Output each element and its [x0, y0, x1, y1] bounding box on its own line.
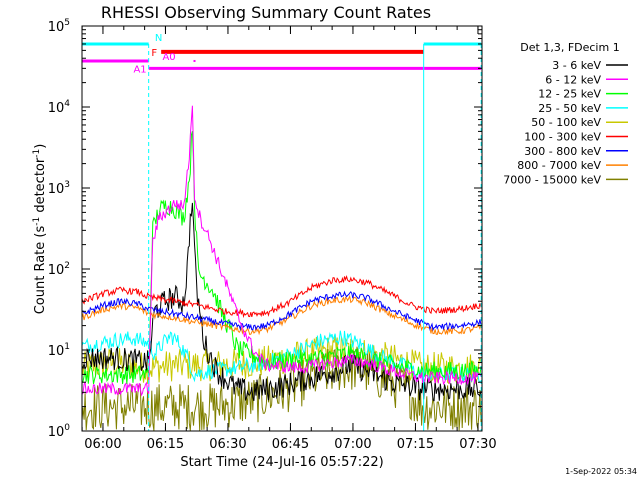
- chart-title: RHESSI Observing Summary Count Rates: [101, 3, 431, 22]
- flags-layer: NF A0 A1: [82, 33, 482, 75]
- legend-label-5: 100 - 300 keV: [524, 131, 601, 144]
- x-tick-label-1: 06:15: [147, 437, 184, 452]
- legend-label-8: 7000 - 15000 keV: [503, 173, 601, 186]
- legend-label-4: 50 - 100 keV: [531, 116, 601, 129]
- legend-label-3: 25 - 50 keV: [538, 102, 601, 115]
- legend-label-2: 12 - 25 keV: [538, 88, 601, 101]
- series-line-2: [82, 131, 482, 385]
- x-tick-label-5: 07:15: [397, 437, 434, 452]
- plot-frame: [81, 25, 483, 432]
- legend-label-1: 6 - 12 keV: [545, 73, 601, 86]
- x-axis-label: Start Time (24-Jul-16 05:57:22): [180, 455, 383, 470]
- flag-label-N: N: [155, 33, 162, 44]
- y-axis-label-main: Count Rate (s: [33, 226, 48, 315]
- y-axis: 100 101 102 103 104 105: [48, 18, 482, 440]
- x-tick-label-0: 06:00: [84, 437, 121, 452]
- timestamp: 1-Sep-2022 05:34: [565, 467, 637, 476]
- legend-label-0: 3 - 6 keV: [552, 59, 601, 72]
- flag-label-F: F: [151, 48, 157, 59]
- series-line-5: [82, 274, 482, 319]
- flag-label-A1: A1: [133, 64, 146, 75]
- y-axis-label: Count Rate (s-1 detector-1): [32, 144, 48, 315]
- y-tick-label-3: 103: [48, 180, 70, 197]
- series-line-8: [82, 346, 482, 431]
- x-tick-label-6: 07:30: [459, 437, 496, 452]
- series-line-0: [82, 202, 482, 402]
- y-axis-label-sup1: -1: [32, 217, 42, 226]
- y-tick-label-2: 102: [48, 261, 70, 278]
- x-tick-label-2: 06:30: [209, 437, 246, 452]
- series-layer: [82, 105, 482, 431]
- y-tick-label-0: 100: [48, 423, 71, 440]
- x-tick-label-3: 06:45: [272, 437, 309, 452]
- y-tick-label-5: 105: [48, 18, 70, 35]
- series-line-7: [82, 294, 482, 336]
- markers-layer: [148, 43, 482, 431]
- y-axis-label-sup2: -1: [32, 149, 42, 158]
- flag-dot-A0: [193, 59, 196, 62]
- x-tick-label-4: 07:00: [334, 437, 371, 452]
- legend-label-6: 300 - 800 keV: [524, 145, 601, 158]
- y-axis-label-mid: detector: [33, 157, 48, 217]
- y-axis-label-end: ): [33, 144, 48, 149]
- series-line-1: [82, 105, 482, 397]
- x-axis: 06:00 06:15 06:30 06:45 07:00 07:15 07:30: [81, 26, 497, 452]
- y-tick-label-4: 104: [48, 99, 71, 116]
- flag-label-A0: A0: [162, 52, 175, 63]
- series-line-6: [82, 290, 482, 332]
- legend-title: Det 1,3, FDecim 1: [520, 41, 619, 54]
- legend-label-7: 800 - 7000 keV: [517, 159, 601, 172]
- y-tick-label-1: 101: [48, 342, 70, 359]
